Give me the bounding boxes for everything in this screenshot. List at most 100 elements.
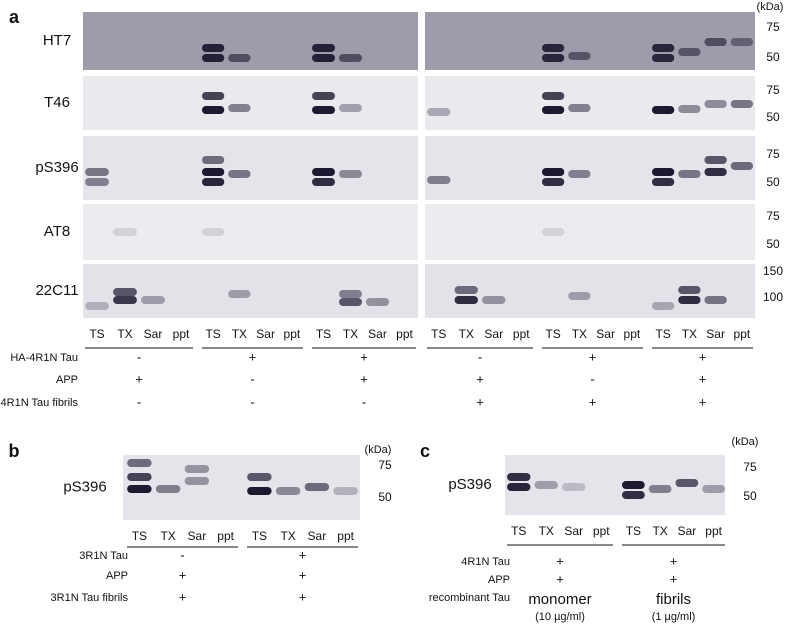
condition-value: - bbox=[137, 349, 141, 364]
blot-band bbox=[155, 485, 181, 493]
blot-band bbox=[304, 483, 330, 491]
size-marker: 50 bbox=[766, 175, 780, 189]
panel-label: a bbox=[9, 7, 20, 27]
condition-name: 4R1N Tau bbox=[461, 556, 510, 568]
blot-band bbox=[651, 178, 675, 186]
blot-band bbox=[651, 44, 675, 52]
condition-value: + bbox=[249, 349, 257, 364]
blot-band bbox=[730, 162, 754, 170]
blot-band bbox=[562, 483, 586, 491]
condition-value: + bbox=[299, 547, 307, 562]
condition-value: + bbox=[299, 589, 307, 604]
blot-band bbox=[247, 487, 272, 495]
blot-band bbox=[568, 104, 591, 112]
blot-band bbox=[648, 485, 672, 493]
lane-label: ppt bbox=[513, 327, 530, 341]
blot-band bbox=[85, 168, 109, 176]
size-marker: 75 bbox=[743, 460, 757, 474]
condition-value: + bbox=[476, 394, 484, 409]
blot-band bbox=[427, 176, 451, 184]
antibody-label: AT8 bbox=[44, 223, 70, 240]
blot-band bbox=[704, 38, 727, 46]
blot-band bbox=[85, 178, 109, 186]
condition-name: 4R1N Tau fibrils bbox=[1, 397, 79, 409]
lane-label: TS bbox=[89, 327, 104, 341]
blot-band bbox=[201, 106, 225, 114]
condition-value: + bbox=[299, 567, 307, 582]
lane-label: ppt bbox=[284, 327, 301, 341]
lane-label: TX bbox=[280, 529, 295, 543]
blot-band bbox=[113, 228, 137, 236]
size-marker: 75 bbox=[766, 147, 780, 161]
antibody-label: HT7 bbox=[43, 32, 71, 49]
condition-value: + bbox=[135, 371, 143, 386]
lane-label: Sar bbox=[678, 524, 697, 538]
blot-band bbox=[678, 286, 701, 294]
condition-note: (1 µg/ml) bbox=[652, 611, 696, 623]
condition-value: - bbox=[362, 394, 366, 409]
blot-band bbox=[622, 491, 645, 499]
lane-label: TX bbox=[572, 327, 587, 341]
blot-band bbox=[541, 106, 565, 114]
blot-band bbox=[704, 296, 727, 304]
blot-band bbox=[678, 296, 701, 304]
lane-label: Sar bbox=[308, 529, 327, 543]
blot-band bbox=[228, 170, 251, 178]
lane-label: Sar bbox=[484, 327, 503, 341]
blot-band bbox=[482, 296, 506, 304]
lane-label: Sar bbox=[188, 529, 207, 543]
blot-band bbox=[366, 298, 389, 306]
condition-value: + bbox=[670, 553, 678, 568]
antibody-label: pS396 bbox=[63, 478, 106, 495]
blot-band bbox=[339, 298, 362, 306]
blot-band bbox=[427, 108, 451, 116]
size-marker: 50 bbox=[766, 110, 780, 124]
lane-label: ppt bbox=[173, 327, 190, 341]
blot-band bbox=[678, 105, 701, 113]
lane-label: TX bbox=[117, 327, 132, 341]
condition-value: - bbox=[137, 394, 141, 409]
blot-band bbox=[184, 477, 210, 485]
condition-value: + bbox=[360, 371, 368, 386]
antibody-label: T46 bbox=[44, 94, 70, 111]
blot-band bbox=[507, 483, 531, 491]
blot-band bbox=[201, 156, 225, 164]
condition-value: + bbox=[670, 571, 678, 586]
blot-band bbox=[247, 473, 272, 481]
lane-label: Sar bbox=[256, 327, 275, 341]
blot-band bbox=[622, 481, 645, 489]
blot-band bbox=[312, 106, 335, 114]
condition-value: + bbox=[589, 349, 597, 364]
blot-band bbox=[333, 487, 358, 495]
lane-label: TS bbox=[431, 327, 446, 341]
blot-band bbox=[339, 170, 362, 178]
condition-name: HA-4R1N Tau bbox=[10, 352, 78, 364]
condition-value: + bbox=[179, 589, 187, 604]
blot-band bbox=[312, 92, 335, 100]
condition-value: + bbox=[589, 394, 597, 409]
blot-band bbox=[141, 296, 165, 304]
blot-panel bbox=[425, 204, 755, 260]
size-marker: 75 bbox=[766, 20, 780, 34]
blot-panel bbox=[83, 76, 418, 130]
blot-band bbox=[201, 44, 225, 52]
lane-label: TX bbox=[459, 327, 474, 341]
blot-band bbox=[275, 487, 301, 495]
blot-panel bbox=[83, 204, 418, 260]
blot-band bbox=[678, 170, 701, 178]
lane-label: TS bbox=[252, 529, 267, 543]
blot-band bbox=[127, 459, 152, 467]
kda-unit: (kDa) bbox=[757, 1, 784, 13]
condition-name: APP bbox=[106, 570, 128, 582]
condition-value: - bbox=[590, 371, 594, 386]
blot-panel bbox=[425, 136, 755, 200]
kda-unit: (kDa) bbox=[732, 436, 759, 448]
lane-label: ppt bbox=[396, 327, 413, 341]
lane-label: ppt bbox=[593, 524, 610, 538]
condition-value: + bbox=[476, 371, 484, 386]
blot-band bbox=[113, 296, 137, 304]
blot-band bbox=[228, 54, 251, 62]
size-marker: 50 bbox=[766, 50, 780, 64]
